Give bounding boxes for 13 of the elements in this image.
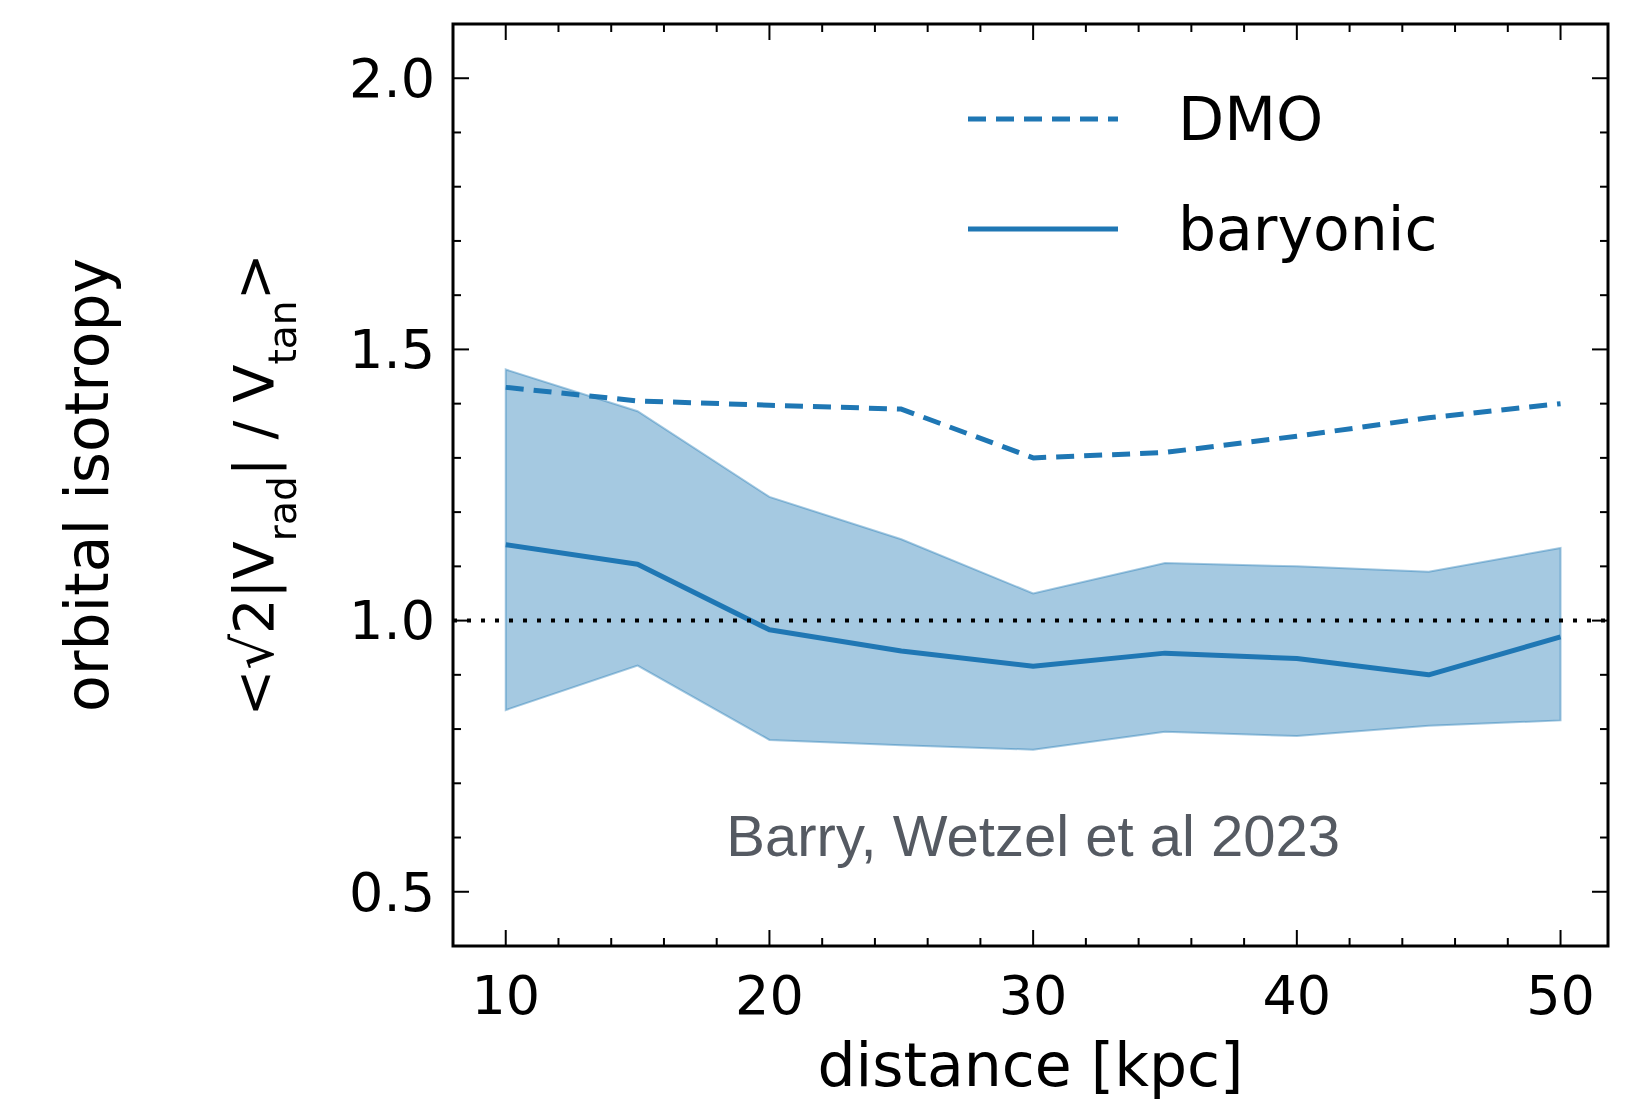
y-tick-label: 1.0: [349, 589, 435, 653]
y-tick-label: 2.0: [349, 47, 435, 111]
x-tick-label: 40: [1262, 964, 1332, 1027]
annotation: Barry, Wetzel et al 2023: [726, 803, 1340, 868]
y-tick-label: 1.5: [349, 318, 435, 382]
y-tick-label: 0.5: [349, 860, 435, 924]
x-tick-label: 30: [998, 964, 1068, 1027]
x-tick-label: 20: [735, 964, 804, 1027]
x-tick-label: 50: [1526, 964, 1595, 1027]
x-axis-title: distance [kpc]: [817, 1030, 1244, 1100]
legend-label: baryonic: [1178, 194, 1438, 264]
legend-label: DMO: [1178, 84, 1324, 154]
x-tick-label: 10: [471, 964, 541, 1027]
